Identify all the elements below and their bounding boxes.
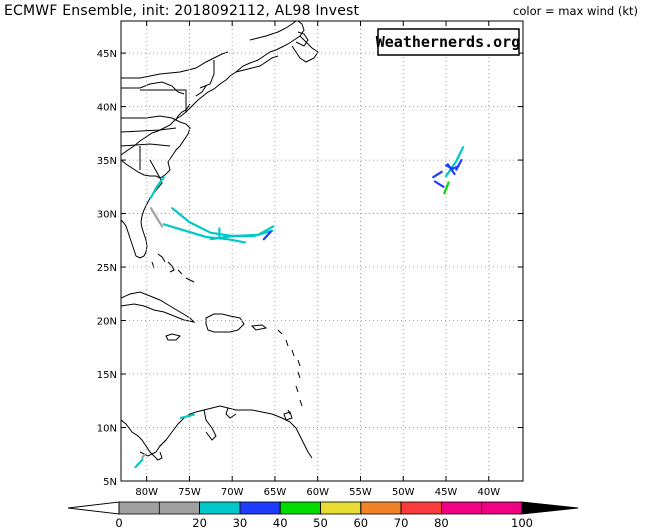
track-15: [179, 413, 195, 419]
track-2: [209, 229, 274, 241]
lon-tick-label-3: 65W: [264, 487, 287, 498]
track-11: [446, 163, 456, 176]
colorbar-bin-6: [400, 501, 442, 515]
colorbar-label-2: 30: [233, 516, 248, 530]
lat-tick-label-8: 5N: [103, 477, 117, 488]
lon-tick-label-8: 40W: [477, 487, 500, 498]
coastline-north-america: [121, 21, 305, 156]
colorbar-label-8: 100: [511, 516, 533, 530]
axis-ticks: 80W 75W 70W 65W 60W 55W 50W 45W 40W 45N 40N 35N 30N 2…: [97, 21, 523, 498]
coastline-venezuela-interior: [225, 407, 237, 419]
coastline-hispaniola: [205, 313, 245, 333]
colorbar-bin-5: [360, 501, 402, 515]
track-7: [444, 146, 465, 178]
watermark-box: Weathernerds.org: [376, 28, 521, 56]
boundary-state-4: [121, 143, 171, 147]
lat-lon-grid: [121, 21, 523, 482]
coastline-cuba: [121, 291, 196, 323]
coastline-lake-maracaibo: [203, 409, 217, 441]
map-background: [121, 21, 523, 481]
track-13: [443, 181, 450, 195]
lat-tick-label-0: 45N: [97, 49, 117, 60]
lon-tick-label-7: 45W: [435, 487, 458, 498]
coastlines: [121, 21, 319, 461]
boundary-us-canada: [121, 51, 229, 79]
colorbar-bin-1: [199, 501, 241, 515]
coastline-labrador-piece: [295, 31, 309, 47]
coastline-chesapeake: [175, 103, 191, 121]
coastline-puerto-rico: [250, 324, 268, 331]
lat-tick-label-6: 15N: [97, 370, 117, 381]
bahamas-4: [185, 277, 195, 283]
colorbar-below-arrow: [67, 501, 120, 515]
colorbar-above-arrow: [521, 501, 579, 515]
coastline-southeast-us: [121, 159, 163, 259]
coastline-cape-hatteras: [159, 119, 191, 179]
lat-tick-label-1: 40N: [97, 103, 117, 114]
lat-tick-label-4: 25N: [97, 263, 117, 274]
colorbar-label-4: 50: [313, 516, 328, 530]
map-frame: [120, 20, 524, 482]
coastline-trinidad: [283, 411, 293, 421]
map-title: ECMWF Ensemble, init: 2018092112, AL98 I…: [4, 3, 360, 19]
lesser-antilles: [277, 329, 303, 415]
coastline-newfoundland: [291, 35, 319, 63]
bahamas-1: [157, 253, 166, 263]
bahamas-2: [167, 261, 175, 273]
boundary-state-1: [140, 89, 187, 112]
coastline-nova-scotia: [235, 55, 279, 73]
lon-tick-label-0: 80W: [135, 487, 158, 498]
lon-tick-label-1: 75W: [178, 487, 201, 498]
track-16: [134, 458, 144, 469]
lon-tick-label-2: 70W: [221, 487, 244, 498]
colorbar-bin-3: [279, 501, 321, 515]
colorbar-label-7: 80: [434, 516, 449, 530]
colorbar-bin-2: [239, 501, 281, 515]
track-12: [455, 159, 463, 171]
lon-tick-label-4: 60W: [306, 487, 329, 498]
lat-tick-label-2: 35N: [97, 156, 117, 167]
boundary-great-lakes: [121, 81, 185, 95]
ensemble-tracks: [134, 45, 495, 469]
boundary-state-6: [149, 159, 161, 179]
boundary-state-7: [199, 60, 215, 89]
boundary-state-3: [121, 127, 177, 133]
colorbar-bin-4: [320, 501, 362, 515]
boundary-state-8: [195, 85, 207, 97]
colorbar-label-1: 20: [192, 516, 207, 530]
track-9: [433, 180, 445, 188]
lat-tick-label-7: 10N: [97, 424, 117, 435]
track-17: [141, 453, 146, 459]
boundary-state-2: [121, 115, 177, 121]
track-4: [149, 207, 164, 228]
colorbar-label-6: 70: [394, 516, 409, 530]
lon-tick-label-5: 55W: [349, 487, 372, 498]
track-5: [149, 176, 165, 199]
track-6: [262, 230, 272, 241]
track-1: [162, 223, 247, 244]
colorbar-label-0: 0: [115, 516, 122, 530]
lat-tick-label-3: 30N: [97, 210, 117, 221]
coastline-central-america: [121, 419, 163, 461]
bahamas-3: [177, 269, 183, 275]
colorbar: 0 20 30 40 50 60 70 80 100: [67, 501, 579, 530]
coastline-jamaica: [165, 333, 181, 341]
colorbar-label-5: 60: [353, 516, 368, 530]
lon-tick-label-6: 50W: [392, 487, 415, 498]
track-8: [432, 170, 443, 179]
coastline-south-america: [159, 405, 313, 459]
colorbar-label-3: 40: [273, 516, 288, 530]
color-legend-label: color = max wind (kt): [513, 4, 638, 18]
watermark-text: Weathernerds.org: [376, 33, 521, 51]
lat-tick-label-5: 20N: [97, 317, 117, 328]
